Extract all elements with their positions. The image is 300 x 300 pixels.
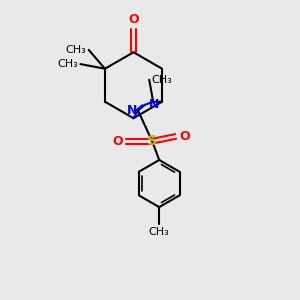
Text: CH₃: CH₃ <box>57 59 78 69</box>
Text: CH₃: CH₃ <box>149 227 170 237</box>
Text: O: O <box>179 130 190 143</box>
Text: S: S <box>147 134 157 148</box>
Text: N: N <box>127 104 137 117</box>
Text: CH₃: CH₃ <box>66 45 86 55</box>
Text: O: O <box>112 135 123 148</box>
Text: O: O <box>128 13 139 26</box>
Text: N: N <box>149 98 159 111</box>
Text: CH₃: CH₃ <box>152 75 172 85</box>
